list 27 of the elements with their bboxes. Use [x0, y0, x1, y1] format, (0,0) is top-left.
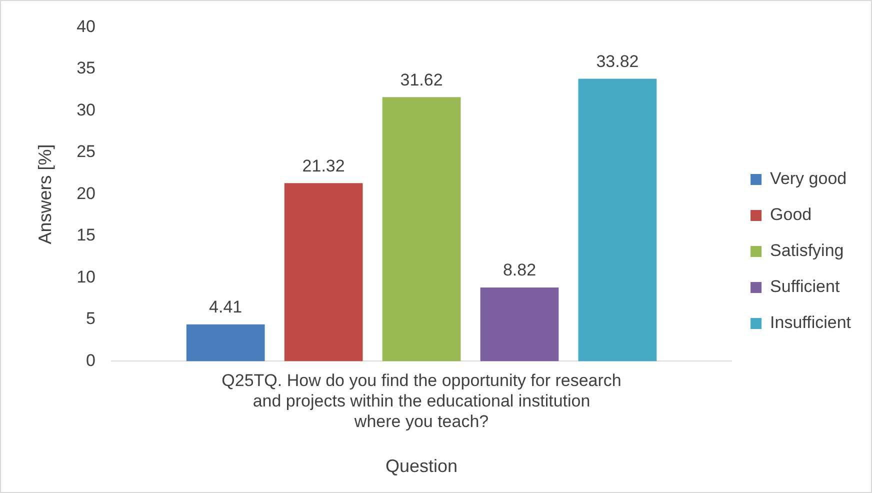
legend-label: Sufficient [770, 277, 840, 296]
y-axis-title: Answers [%] [34, 144, 55, 244]
bar [382, 97, 461, 362]
legend-label: Insufficient [770, 313, 852, 332]
data-label: 4.41 [209, 298, 242, 317]
data-label: 33.82 [596, 52, 639, 71]
bar [480, 288, 559, 362]
legend-label: Satisfying [770, 241, 844, 260]
bar [186, 324, 265, 362]
y-tick-label: 25 [76, 142, 96, 162]
y-tick-label: 5 [86, 309, 96, 328]
data-label: 31.62 [400, 70, 443, 90]
y-tick-label: 40 [76, 16, 96, 36]
y-tick-label: 0 [86, 350, 96, 370]
y-tick-label: 15 [76, 226, 96, 245]
y-tick-label: 35 [76, 58, 96, 78]
y-tick-label: 20 [76, 184, 96, 203]
y-tick-label: 30 [76, 100, 96, 120]
bar [284, 183, 363, 362]
legend-label: Very good [770, 169, 847, 188]
x-axis-title: Question [386, 456, 458, 476]
legend-label: Good [770, 205, 812, 224]
y-tick-label: 10 [76, 267, 96, 286]
bar [578, 78, 657, 362]
data-label: 8.82 [502, 260, 536, 280]
data-label: 21.32 [302, 156, 345, 176]
x-tick-label: Q25TQ. How do you find the opportunity for research and projects within the educational institution where you teach? [222, 371, 622, 431]
